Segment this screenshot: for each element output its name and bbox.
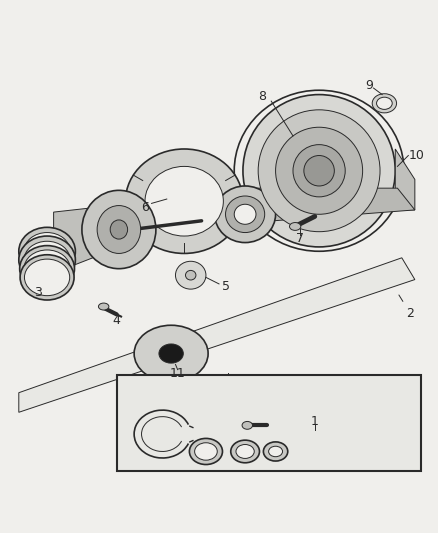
Polygon shape xyxy=(53,204,132,273)
Ellipse shape xyxy=(110,220,127,239)
Bar xyxy=(117,375,421,471)
Text: 1: 1 xyxy=(311,415,319,427)
Ellipse shape xyxy=(372,94,396,113)
Ellipse shape xyxy=(82,190,156,269)
Text: 10: 10 xyxy=(409,149,425,162)
Ellipse shape xyxy=(189,439,223,465)
Ellipse shape xyxy=(19,228,75,275)
Ellipse shape xyxy=(145,166,223,236)
Ellipse shape xyxy=(19,236,75,284)
Ellipse shape xyxy=(24,250,70,287)
Text: 6: 6 xyxy=(141,201,149,214)
Text: 3: 3 xyxy=(35,286,42,299)
Ellipse shape xyxy=(20,246,74,292)
Ellipse shape xyxy=(290,223,301,230)
Text: 8: 8 xyxy=(258,90,266,103)
Ellipse shape xyxy=(236,445,254,458)
Text: 11: 11 xyxy=(170,367,186,379)
Ellipse shape xyxy=(125,149,243,254)
Ellipse shape xyxy=(194,443,217,460)
Ellipse shape xyxy=(97,206,141,254)
Ellipse shape xyxy=(234,204,256,224)
Ellipse shape xyxy=(185,270,196,280)
Ellipse shape xyxy=(243,94,395,247)
Ellipse shape xyxy=(377,97,392,109)
Ellipse shape xyxy=(293,144,345,197)
Ellipse shape xyxy=(176,261,206,289)
Ellipse shape xyxy=(25,259,70,296)
Ellipse shape xyxy=(242,422,253,429)
Ellipse shape xyxy=(24,241,70,279)
Text: 9: 9 xyxy=(365,79,373,92)
Text: 4: 4 xyxy=(113,314,120,327)
Ellipse shape xyxy=(258,110,380,232)
Polygon shape xyxy=(395,149,415,210)
Ellipse shape xyxy=(159,344,184,363)
Text: 2: 2 xyxy=(399,295,414,320)
Ellipse shape xyxy=(231,440,259,463)
Polygon shape xyxy=(241,188,415,223)
Ellipse shape xyxy=(304,156,334,186)
Ellipse shape xyxy=(226,196,265,232)
Ellipse shape xyxy=(268,446,283,457)
Ellipse shape xyxy=(276,127,363,214)
Ellipse shape xyxy=(134,325,208,382)
Ellipse shape xyxy=(99,303,109,310)
Ellipse shape xyxy=(263,442,288,461)
Ellipse shape xyxy=(215,186,276,243)
Ellipse shape xyxy=(24,232,70,270)
Polygon shape xyxy=(19,258,415,413)
Text: 5: 5 xyxy=(222,280,230,293)
Ellipse shape xyxy=(20,255,74,300)
Text: 7: 7 xyxy=(296,232,304,245)
